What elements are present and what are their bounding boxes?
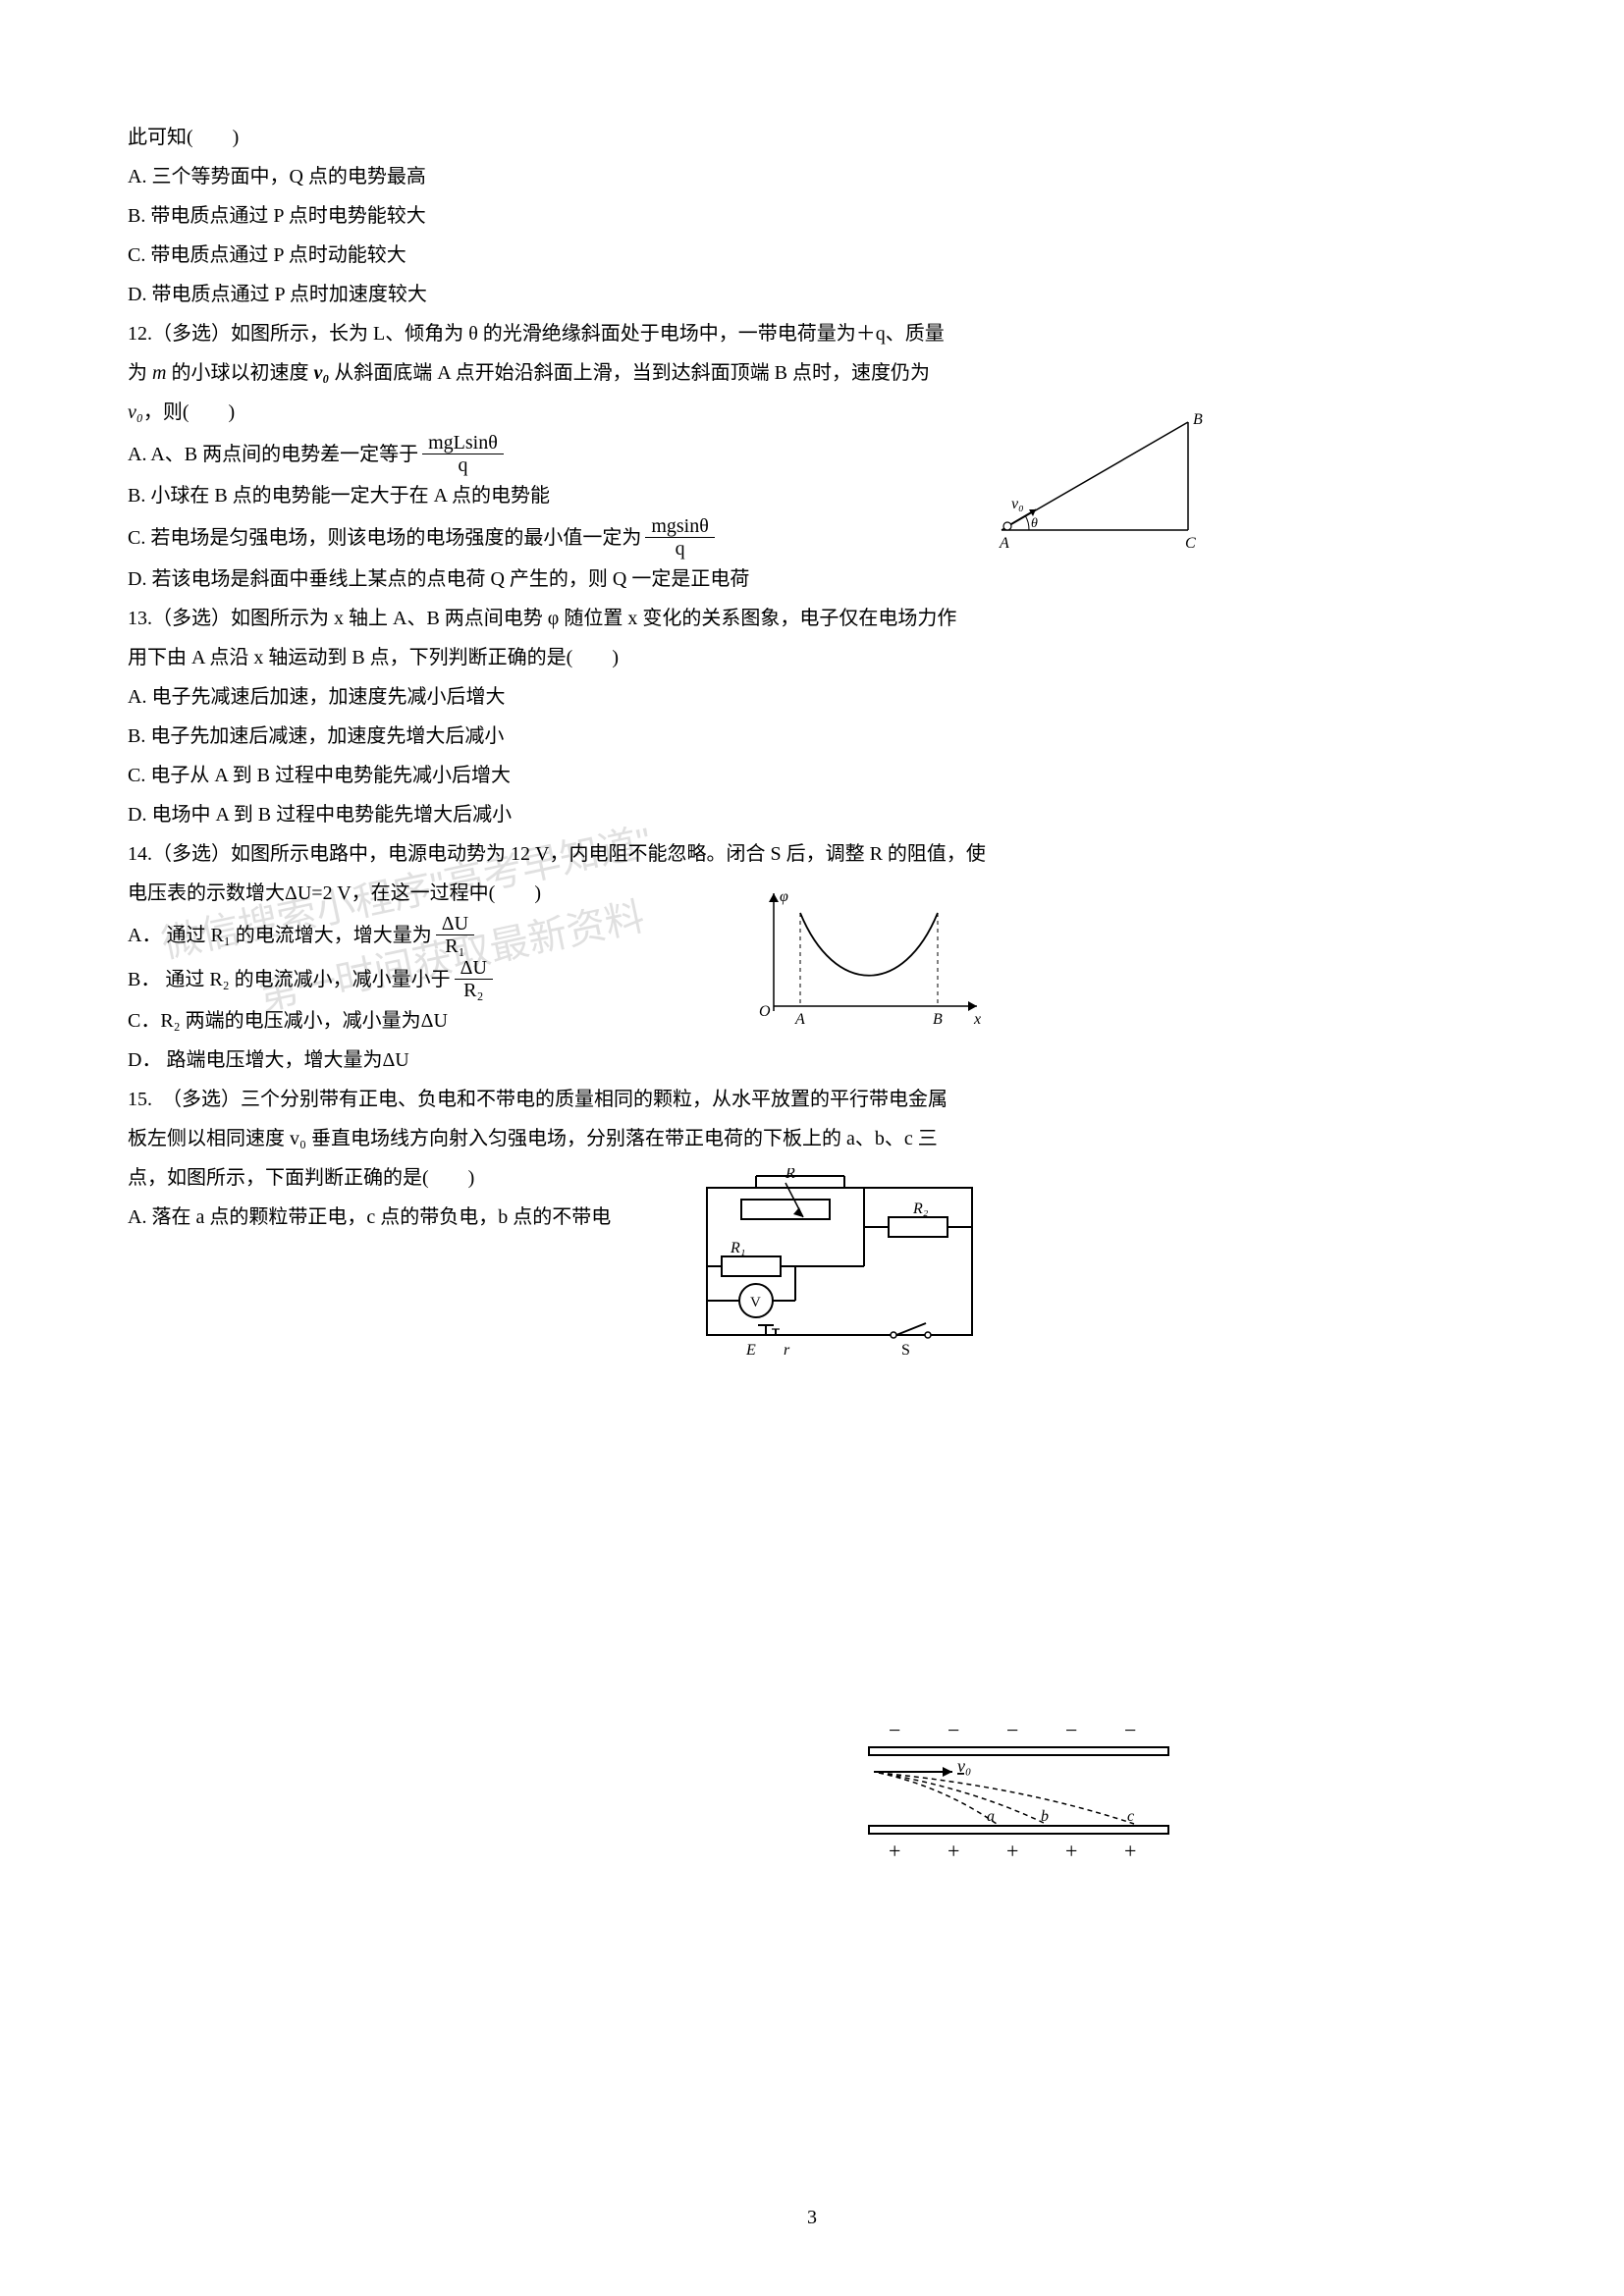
- q12-figure: A C B v₀ θ: [982, 412, 1208, 563]
- q12-optD: D. 若该电场是斜面中垂线上某点的点电荷 Q 产生的，则 Q 一定是正电荷: [128, 560, 1496, 599]
- q13-optC: C. 电子从 A 到 B 过程中电势能先减小后增大: [128, 756, 1496, 795]
- q14-optA-num: ΔU: [436, 913, 474, 935]
- q15-minus-2: −: [947, 1718, 959, 1742]
- q12-optC-num: mgsinθ: [645, 515, 714, 538]
- q14-optA-text: A． 通过 R₁ 的电流增大，增大量为: [128, 916, 432, 955]
- q15-minus-4: −: [1065, 1718, 1077, 1742]
- q14-optA-frac: ΔU R₁: [436, 913, 474, 957]
- q12-stem-m: m: [152, 362, 166, 384]
- q12-optA: A. A、B 两点间的电势差一定等于 mgLsinθ q: [128, 432, 1496, 476]
- q12-fig-theta: θ: [1031, 516, 1038, 531]
- q12-stem-v0: v₀: [313, 362, 329, 384]
- q14-optB-num: ΔU: [455, 957, 493, 980]
- q14-stem-1: 14.（多选）如图所示电路中，电源电动势为 12 V，内电阻不能忽略。闭合 S …: [128, 834, 1496, 874]
- q12-triangle-svg: A C B v₀ θ: [982, 412, 1208, 550]
- q14-optB-text: B． 通过 R₂ 的电流减小，减小量小于: [128, 960, 451, 999]
- page-number: 3: [807, 2198, 817, 2237]
- q11-stem: 此可知( ): [128, 118, 1496, 157]
- q15-plus-1: +: [889, 1839, 900, 1863]
- q15-stem-1: 15. （多选）三个分别带有正电、负电和不带电的质量相同的颗粒，从水平放置的平行…: [128, 1080, 1496, 1119]
- q15-fig-v0: v₀: [957, 1756, 971, 1776]
- q12-optB: B. 小球在 B 点的电势能一定大于在 A 点的电势能: [128, 476, 1496, 515]
- q14-fig-R1: R₁: [730, 1240, 745, 1256]
- q15-fig-b: b: [1041, 1808, 1049, 1825]
- q15-optA: A. 落在 a 点的颗粒带正电，c 点的带负电，b 点的不带电: [128, 1198, 1496, 1237]
- q15-plates-svg: − − − − − + + + + + v₀ a b c: [854, 1718, 1188, 1875]
- q15-fig-a: a: [987, 1808, 995, 1825]
- q13-stem-1: 13.（多选）如图所示为 x 轴上 A、B 两点间电势 φ 随位置 x 变化的关…: [128, 599, 1496, 638]
- q12-optC-den: q: [645, 538, 714, 560]
- q14-fig-S: S: [901, 1342, 910, 1359]
- q14-optB-frac: ΔU R₂: [455, 957, 493, 1001]
- q14-fig-r: r: [784, 1342, 790, 1359]
- q12-stem-2a: 为: [128, 362, 152, 384]
- q12-fig-C: C: [1185, 535, 1196, 550]
- q12-fig-A: A: [999, 535, 1009, 550]
- q14-optB-den: R₂: [455, 980, 493, 1001]
- q12-stem-3b: ，则( ): [143, 401, 235, 423]
- q11-optB: B. 带电质点通过 P 点时电势能较大: [128, 196, 1496, 236]
- q12-stem-1: 12.（多选）如图所示，长为 L、倾角为 θ 的光滑绝缘斜面处于电场中，一带电荷…: [128, 314, 1496, 353]
- q15-stem-2: 板左侧以相同速度 v₀ 垂直电场线方向射入匀强电场，分别落在带正电荷的下板上的 …: [128, 1119, 1496, 1158]
- q14-optC: C．R₂ 两端的电压减小，减小量为ΔU: [128, 1001, 1496, 1041]
- q12-optA-frac: mgLsinθ q: [422, 432, 504, 476]
- q14-optD: D． 路端电压增大，增大量为ΔU: [128, 1041, 1496, 1080]
- q12-optC: C. 若电场是匀强电场，则该电场的电场强度的最小值一定为 mgsinθ q: [128, 515, 1496, 560]
- q14-optB: B． 通过 R₂ 的电流减小，减小量小于 ΔU R₂: [128, 957, 1496, 1001]
- q11-optC: C. 带电质点通过 P 点时动能较大: [128, 236, 1496, 275]
- q15-minus-5: −: [1124, 1718, 1136, 1742]
- q14-optA-den: R₁: [436, 935, 474, 957]
- q15-fig-c: c: [1127, 1808, 1134, 1825]
- q15-minus-3: −: [1006, 1718, 1018, 1742]
- q15-plus-2: +: [947, 1839, 959, 1863]
- q12-stem-3a: v₀: [128, 401, 143, 423]
- q14-fig-E: E: [745, 1342, 756, 1359]
- q11-optD: D. 带电质点通过 P 点时加速度较大: [128, 275, 1496, 314]
- q13-optD: D. 电场中 A 到 B 过程中电势能先增大后减小: [128, 795, 1496, 834]
- q12-optC-frac: mgsinθ q: [645, 515, 714, 560]
- page: 此可知( ) A. 三个等势面中，Q 点的电势最高 B. 带电质点通过 P 点时…: [0, 0, 1624, 2296]
- q15-figure: − − − − − + + + + + v₀ a b c: [854, 1718, 1188, 1889]
- q15-plus-4: +: [1065, 1839, 1077, 1863]
- q12-optA-den: q: [422, 454, 504, 476]
- q12-optC-text: C. 若电场是匀强电场，则该电场的电场强度的最小值一定为: [128, 518, 641, 558]
- q15-stem-3: 点，如图所示，下面判断正确的是( ): [128, 1158, 1496, 1198]
- q11-optA: A. 三个等势面中，Q 点的电势最高: [128, 157, 1496, 196]
- q14-fig-V: V: [750, 1295, 761, 1310]
- q12-stem-3: v₀，则( ): [128, 393, 1496, 432]
- q15-minus-1: −: [889, 1718, 900, 1742]
- q12-optA-text: A. A、B 两点间的电势差一定等于: [128, 435, 418, 474]
- q12-fig-v0: v₀: [1011, 496, 1024, 512]
- q12-stem-2b: 的小球以初速度: [166, 362, 313, 384]
- q13-stem-2: 用下由 A 点沿 x 轴运动到 B 点，下列判断正确的是( ): [128, 638, 1496, 677]
- q12-fig-B: B: [1193, 412, 1203, 428]
- q12-stem-2: 为 m 的小球以初速度 v₀ 从斜面底端 A 点开始沿斜面上滑，当到达斜面顶端 …: [128, 353, 1496, 393]
- q14-optA: A． 通过 R₁ 的电流增大，增大量为 ΔU R₁: [128, 913, 1496, 957]
- q12-optA-num: mgLsinθ: [422, 432, 504, 454]
- q15-plus-5: +: [1124, 1839, 1136, 1863]
- q13-optA: A. 电子先减速后加速，加速度先减小后增大: [128, 677, 1496, 717]
- q15-plus-3: +: [1006, 1839, 1018, 1863]
- q12-stem-2c: 从斜面底端 A 点开始沿斜面上滑，当到达斜面顶端 B 点时，速度仍为: [329, 362, 930, 384]
- q13-optB: B. 电子先加速后减速，加速度先增大后减小: [128, 717, 1496, 756]
- q14-stem-2: 电压表的示数增大ΔU=2 V，在这一过程中( ): [128, 874, 1496, 913]
